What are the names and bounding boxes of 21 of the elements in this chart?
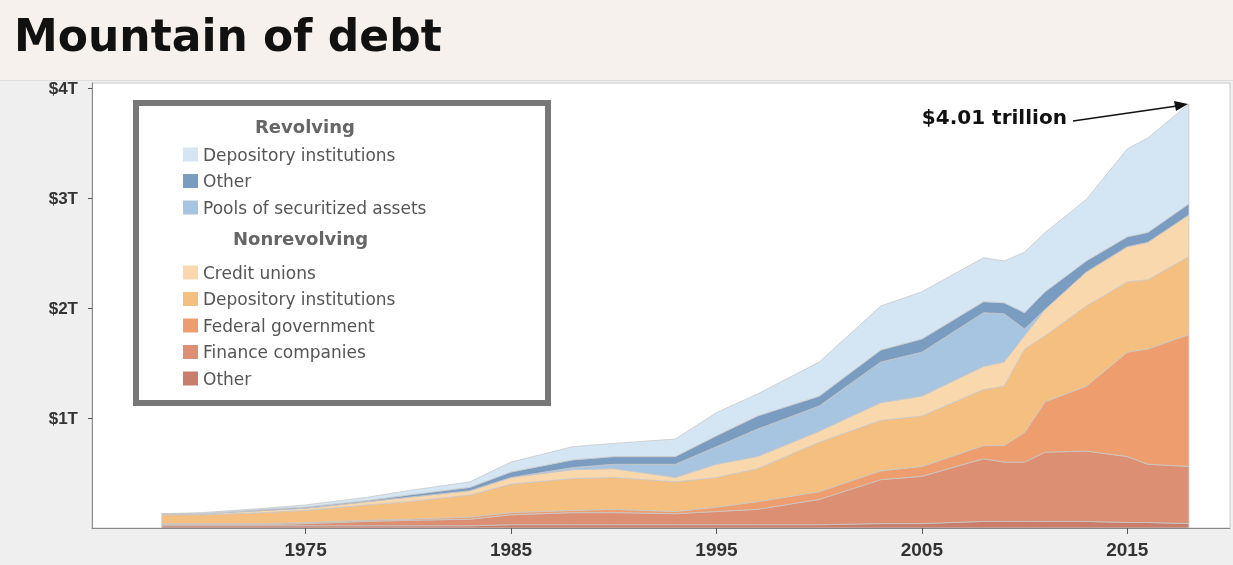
annotation: $4.01 trillion xyxy=(921,104,1067,129)
legend-label: Federal government xyxy=(203,315,376,336)
y-tick-label: $1T xyxy=(48,408,79,428)
legend-label: Credit unions xyxy=(203,262,316,283)
x-tick-label: 1985 xyxy=(489,539,533,560)
annotation: Nonrevolving xyxy=(233,227,369,249)
y-tick-label: $2T xyxy=(48,298,79,318)
legend-label: Depository institutions xyxy=(203,289,396,309)
y-tick-label: $4T xyxy=(48,78,79,98)
legend-label: Other xyxy=(203,171,252,191)
legend-label: Pools of securitized assets xyxy=(203,197,427,218)
legend-label: Other xyxy=(203,368,252,389)
legend-label: Finance companies xyxy=(203,342,366,362)
x-tick-label: 1995 xyxy=(695,539,739,560)
legend-title: Revolving xyxy=(255,115,355,137)
chart-title: Mountain of debt xyxy=(14,10,442,61)
y-tick-label: $3T xyxy=(48,188,79,208)
legend-label: Depository institutions xyxy=(203,144,396,165)
x-tick-label: 2015 xyxy=(1106,539,1149,560)
x-tick-label: 2005 xyxy=(900,539,944,560)
x-tick-label: 1975 xyxy=(284,539,328,560)
